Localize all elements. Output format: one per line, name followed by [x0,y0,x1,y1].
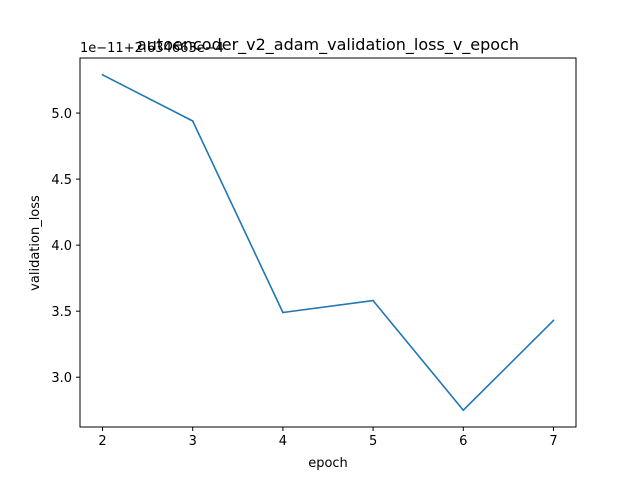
x-tick-label: 7 [549,434,557,449]
data-point [462,409,465,412]
y-axis-label: validation_loss [28,195,43,291]
data-point [372,299,374,302]
chart-title: autoencoder_v2_adam_validation_loss_v_ep… [137,35,519,55]
series-line [102,74,555,412]
x-tick-label: 4 [279,434,287,449]
data-point [191,120,194,122]
y-offset-text: 1e−11+2.634663e−4 [80,41,224,56]
x-tick-label: 5 [369,434,377,449]
x-tick-label: 6 [459,434,467,449]
data-point [552,319,555,322]
y-tick-label: 5.0 [51,107,72,122]
tick-marks [76,112,554,431]
tick-labels: 2 3 4 5 6 7 3.0 3.5 4.0 4.5 5.0 [51,107,557,449]
plot-area-frame [79,57,577,428]
data-point [101,73,104,76]
y-tick-label: 4.5 [51,173,72,188]
data-point [282,311,284,314]
x-axis-label: epoch [308,456,348,471]
y-tick-label: 3.0 [51,371,72,386]
y-tick-label: 3.5 [51,305,72,320]
plot-series [101,73,555,412]
x-tick-label: 3 [189,434,197,449]
y-tick-label: 4.0 [51,239,72,254]
x-tick-label: 2 [98,434,106,449]
